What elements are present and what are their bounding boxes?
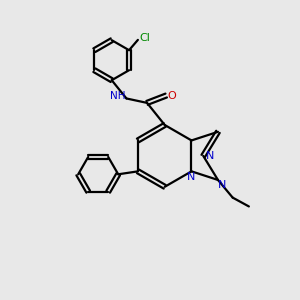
Text: NH: NH — [110, 91, 126, 101]
Text: N: N — [218, 180, 226, 190]
Text: Cl: Cl — [140, 33, 151, 43]
Text: N: N — [187, 172, 196, 182]
Text: O: O — [167, 91, 176, 100]
Text: N: N — [206, 151, 214, 161]
